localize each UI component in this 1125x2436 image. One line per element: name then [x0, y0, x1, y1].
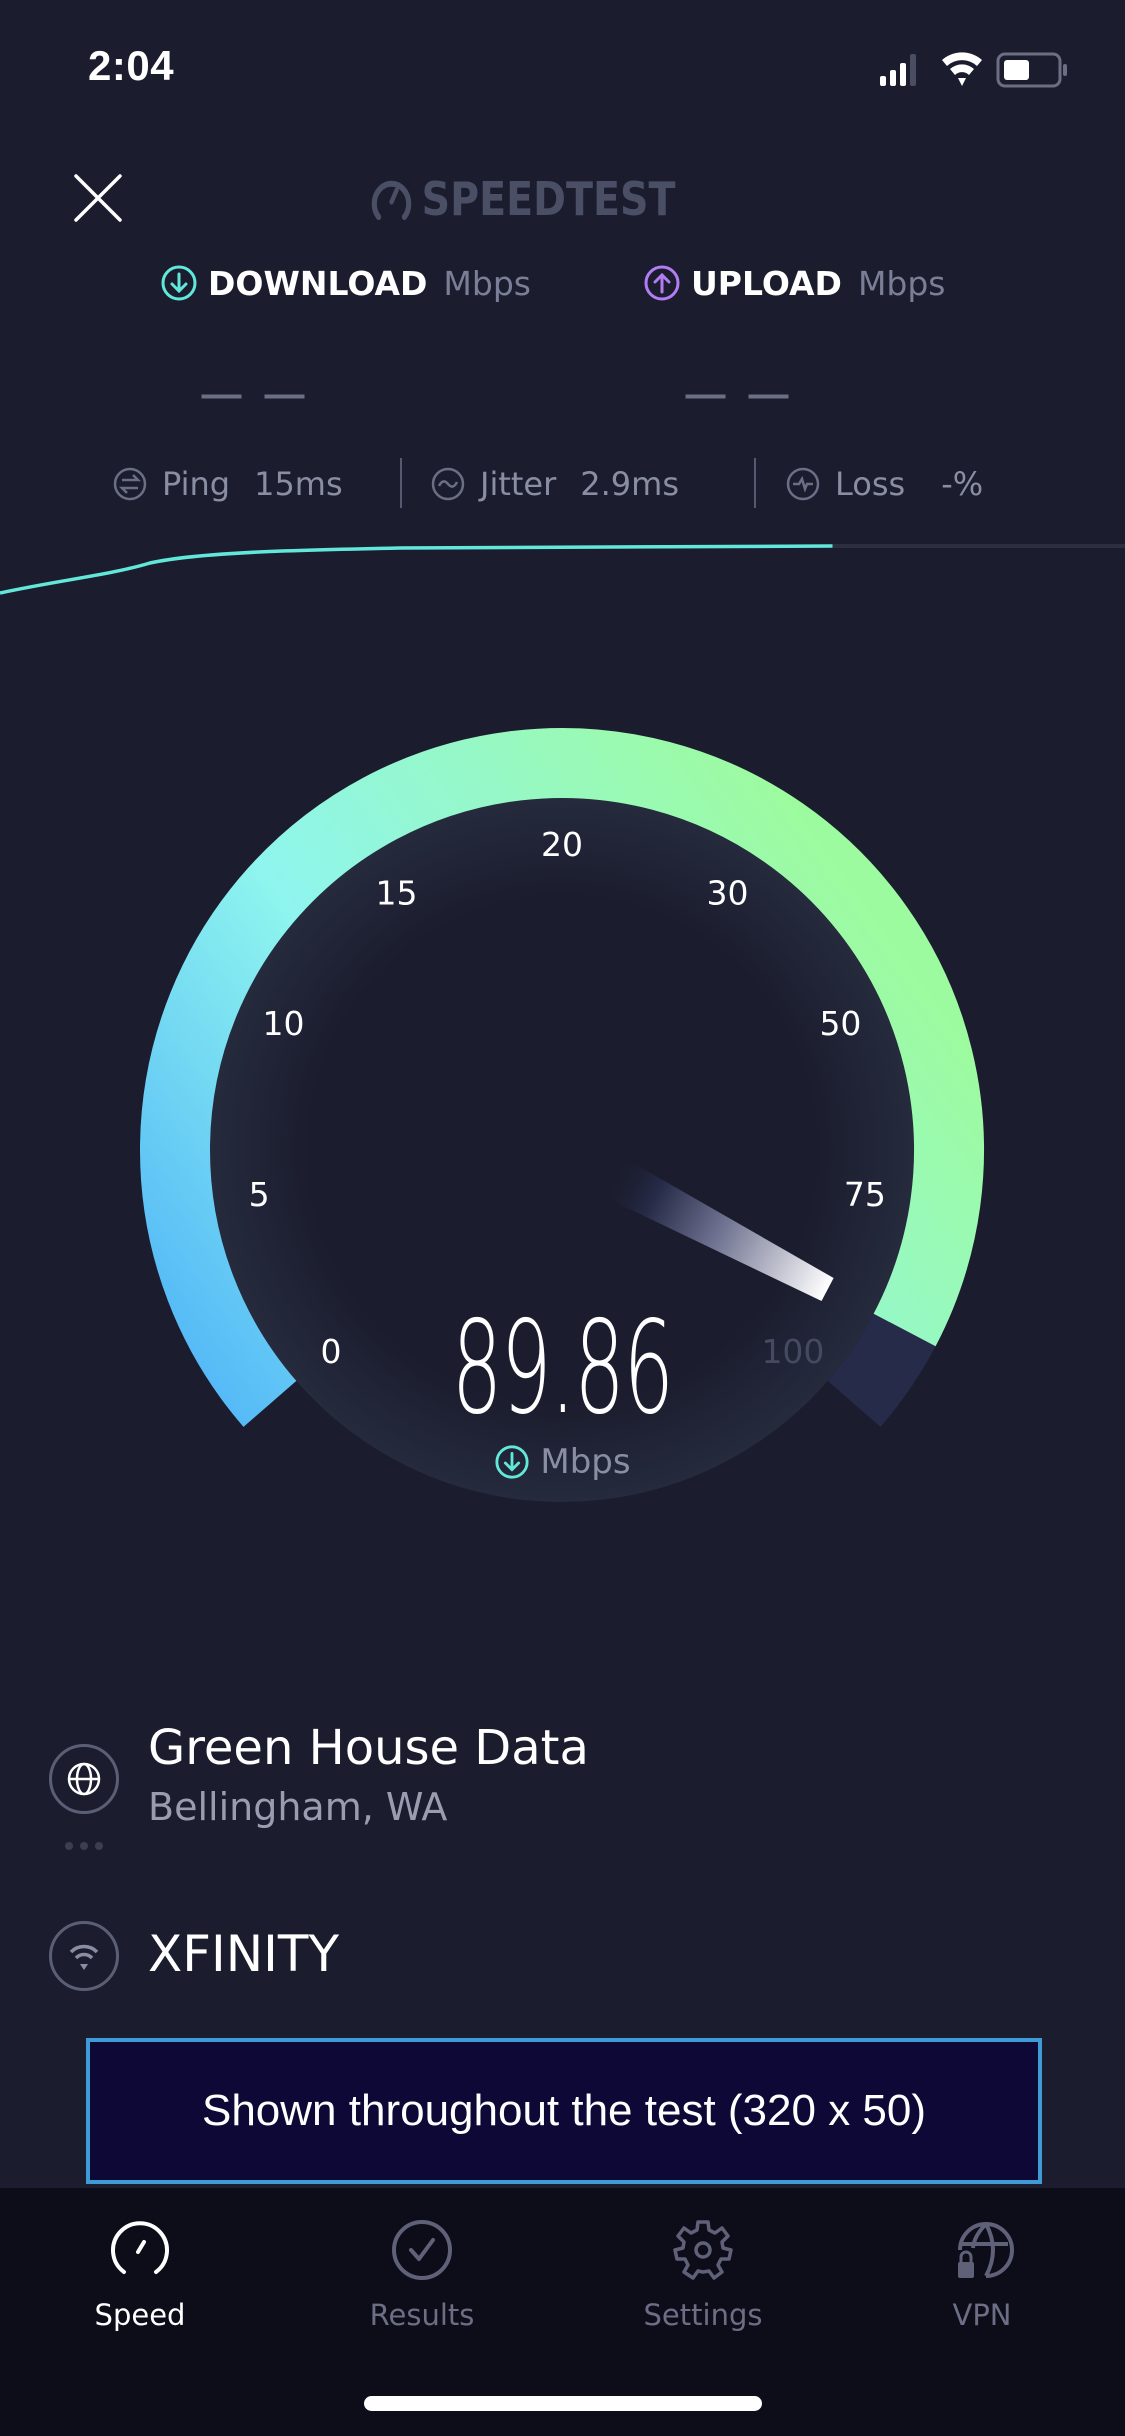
ad-banner[interactable]: Shown throughout the test (320 x 50) — [86, 2038, 1042, 2184]
gauge-needle — [600, 1156, 834, 1302]
gauge-tick-label: 75 — [844, 1175, 886, 1214]
check-circle-icon — [392, 2220, 452, 2280]
battery-icon — [996, 52, 1067, 88]
tab-label: Results — [369, 2298, 475, 2332]
gear-icon — [673, 2220, 733, 2280]
ping-icon — [113, 467, 147, 501]
graph-line — [0, 544, 833, 595]
close-button[interactable] — [72, 172, 124, 224]
jitter-icon — [431, 467, 465, 501]
gauge-tick-label: 5 — [249, 1175, 270, 1214]
gauge-tick-label: 30 — [707, 874, 749, 913]
loss-stat: Loss -% — [785, 458, 983, 510]
tab-label: VPN — [952, 2298, 1012, 2332]
current-speed-value: 89.86 — [452, 1294, 674, 1443]
speed-gauge: 0 5 10 15 20 30 50 75 100 — [140, 728, 984, 1502]
arrow-up-circle-icon — [644, 265, 680, 301]
close-icon — [74, 174, 122, 222]
logo-text: SPEEDTEST — [421, 172, 676, 226]
tab-vpn[interactable]: VPN — [882, 2218, 1082, 2332]
server-button[interactable] — [49, 1744, 119, 1814]
loss-label: Loss — [835, 465, 906, 503]
stat-divider — [754, 458, 756, 508]
gauge-tick-label: 100 — [761, 1332, 824, 1371]
download-header: DOWNLOAD Mbps — [160, 258, 531, 308]
globe-lock-icon — [958, 2222, 1014, 2278]
download-value: — — — [201, 372, 311, 416]
globe-icon — [67, 1762, 101, 1796]
gauge-tick-label: 0 — [321, 1332, 342, 1371]
server-location: Bellingham, WA — [148, 1785, 448, 1829]
stat-divider — [400, 458, 402, 508]
home-indicator[interactable] — [364, 2396, 762, 2411]
gauge-tick-label: 10 — [263, 1004, 305, 1043]
speed-unit: Mbps — [0, 1442, 1125, 1482]
speedtest-logo: SPEEDTEST — [370, 168, 675, 230]
tab-settings[interactable]: Settings — [603, 2218, 803, 2332]
gauge-tick-label: 50 — [819, 1004, 861, 1043]
gauge-tick-label: 15 — [375, 874, 417, 913]
download-unit: Mbps — [443, 263, 531, 303]
download-label: DOWNLOAD — [208, 263, 428, 303]
status-time: 2:04 — [88, 42, 175, 89]
tab-label: Settings — [643, 2298, 763, 2332]
speedometer-logo-icon — [371, 180, 412, 220]
isp-icon-badge — [49, 1921, 119, 1991]
ping-stat: Ping 15ms — [112, 458, 343, 510]
upload-value: — — — [685, 372, 795, 416]
upload-header: UPLOAD Mbps — [643, 258, 946, 308]
gauge-tick-label: 20 — [541, 825, 583, 864]
ping-label: Ping — [162, 465, 231, 503]
loss-value: -% — [941, 465, 984, 503]
arrow-down-circle-icon — [161, 265, 197, 301]
gauge-face — [210, 798, 914, 1502]
isp-name: XFINITY — [148, 1925, 339, 1983]
jitter-label: Jitter — [480, 465, 557, 503]
arrow-down-circle-icon — [495, 1445, 529, 1479]
current-speed: 89.86 — [0, 1305, 1125, 1433]
jitter-value: 2.9ms — [580, 465, 679, 503]
server-name[interactable]: Green House Data — [148, 1720, 589, 1776]
gauge-track — [827, 1313, 936, 1427]
speed-unit-label: Mbps — [540, 1442, 631, 1482]
latency-stats: Ping 15ms Jitter 2.9ms Loss -% — [0, 458, 1125, 510]
loss-icon — [786, 467, 820, 501]
tab-results[interactable]: Results — [322, 2218, 522, 2332]
status-icons — [880, 52, 1067, 88]
tab-speed[interactable]: Speed — [40, 2218, 240, 2332]
tab-label: Speed — [94, 2298, 186, 2332]
ping-value: 15ms — [254, 465, 343, 503]
wifi-icon — [69, 1944, 99, 1970]
upload-label: UPLOAD — [691, 263, 842, 303]
speed-graph — [0, 544, 1125, 595]
wifi-icon — [942, 52, 982, 86]
more-dots-icon — [65, 1842, 103, 1850]
tab-bar: Speed Results Settings VPN — [0, 2188, 1125, 2436]
ad-text: Shown throughout the test (320 x 50) — [201, 2086, 927, 2135]
speedometer-icon — [111, 2221, 169, 2274]
upload-unit: Mbps — [857, 263, 946, 303]
cellular-signal-icon — [880, 54, 916, 86]
gauge-fill — [140, 728, 984, 1427]
jitter-stat: Jitter 2.9ms — [430, 458, 679, 510]
